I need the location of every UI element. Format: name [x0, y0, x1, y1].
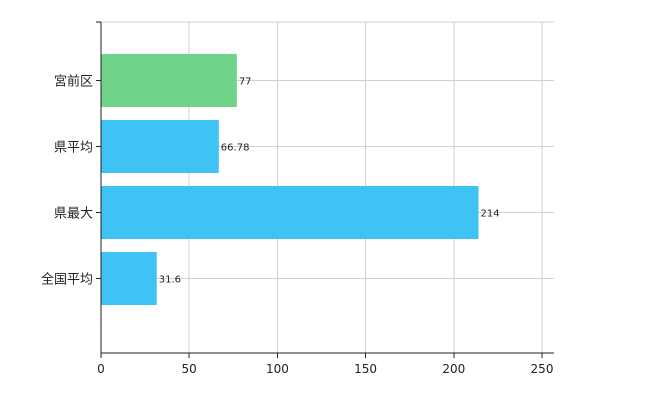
axes — [96, 21, 554, 358]
bar — [101, 186, 479, 239]
category-label: 県平均 — [54, 141, 93, 156]
x-tick-label: 0 — [97, 362, 105, 376]
bars — [101, 54, 479, 305]
data-label: 66.78 — [221, 143, 250, 154]
x-tick-label: 50 — [182, 362, 197, 376]
bar — [101, 54, 237, 107]
x-tick-label: 150 — [354, 362, 377, 376]
x-tick-label: 100 — [266, 362, 289, 376]
category-label: 宮前区 — [54, 74, 93, 90]
category-label: 全国平均 — [41, 272, 93, 288]
bar — [101, 252, 157, 305]
labels: 77 宮前区 66.78 県平均 214 県最大 31.6 全国平均 0 50 100 150 200 2… — [41, 74, 553, 377]
data-label: 31.6 — [159, 275, 181, 286]
x-tick-label: 200 — [442, 362, 465, 376]
bar — [101, 120, 219, 173]
category-label: 県最大 — [54, 207, 93, 222]
data-label: 77 — [239, 77, 252, 88]
data-label: 214 — [480, 209, 499, 220]
x-tick-label: 250 — [531, 362, 554, 376]
